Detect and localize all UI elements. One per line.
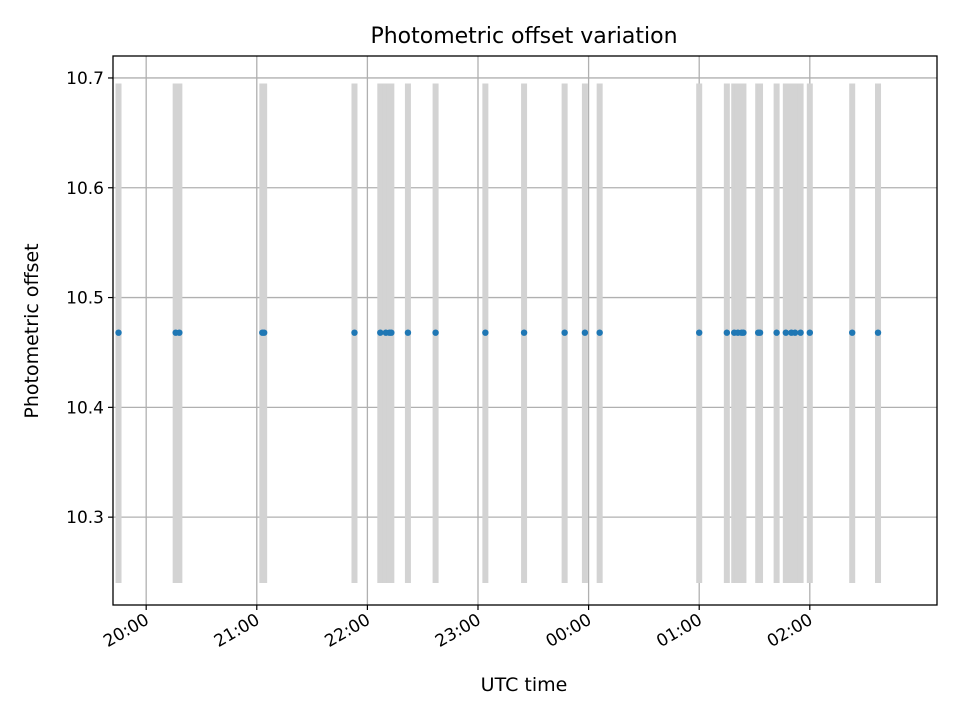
- x-tick-label: 02:00: [764, 610, 816, 652]
- data-point: [782, 329, 790, 336]
- x-tick-label: 22:00: [321, 610, 373, 652]
- x-tick-label: 23:00: [432, 610, 484, 652]
- data-point: [388, 329, 395, 336]
- y-axis-label: Photometric offset: [21, 243, 43, 418]
- plot-frame: [112, 55, 938, 606]
- data-point: [432, 329, 439, 336]
- data-point: [596, 329, 603, 336]
- y-axis-ticks: 10.3 10.4 10.5 10.6 10.7: [66, 69, 113, 528]
- x-tick-label: 01:00: [653, 610, 705, 652]
- vertical-bands: [115, 83, 882, 584]
- data-point: [696, 329, 703, 336]
- chart-title: Photometric offset variation: [370, 24, 677, 49]
- data-point: [520, 329, 528, 336]
- data-point: [806, 329, 814, 336]
- data-points: [115, 329, 882, 336]
- data-point: [740, 329, 747, 336]
- y-tick-label: 10.7: [66, 69, 104, 89]
- data-point: [581, 329, 589, 336]
- data-point: [874, 329, 882, 336]
- data-point: [351, 329, 358, 336]
- data-point: [561, 329, 568, 336]
- data-point: [377, 329, 384, 336]
- data-point: [404, 329, 412, 336]
- x-tick-label: 00:00: [543, 610, 595, 652]
- y-tick-label: 10.4: [66, 398, 104, 418]
- data-point: [773, 329, 780, 336]
- data-point: [115, 329, 122, 336]
- data-point: [791, 329, 799, 336]
- data-point: [260, 329, 268, 336]
- data-point: [482, 329, 489, 336]
- data-point: [756, 329, 764, 336]
- x-axis-ticks: 20:00 21:00 22:00 23:00 00:00 01:00 02:00: [100, 605, 816, 652]
- data-point: [849, 329, 856, 336]
- data-point: [723, 329, 731, 336]
- x-tick-label: 20:00: [100, 610, 152, 652]
- y-tick-label: 10.5: [66, 289, 104, 309]
- x-tick-label: 21:00: [211, 610, 263, 652]
- y-tick-label: 10.3: [66, 508, 104, 528]
- data-point: [797, 329, 804, 336]
- y-tick-label: 10.6: [66, 179, 104, 199]
- x-axis-label: UTC time: [481, 674, 568, 696]
- data-point: [176, 329, 183, 336]
